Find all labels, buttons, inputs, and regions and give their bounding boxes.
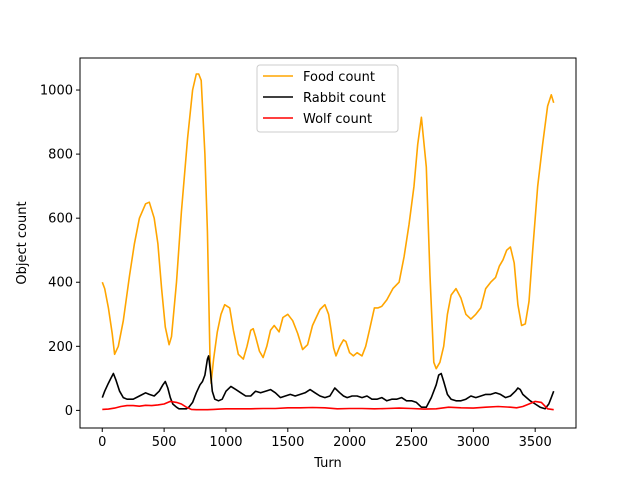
legend-box <box>256 64 399 133</box>
legend-label-rabbit: Rabbit count <box>303 91 386 106</box>
x-tick-label: 1000 <box>209 435 242 450</box>
y-axis-label: Object count <box>15 201 30 284</box>
x-axis-label: Turn <box>313 456 342 471</box>
x-tick-label: 500 <box>152 435 177 450</box>
x-tick-label: 3500 <box>519 435 552 450</box>
y-tick-label: 600 <box>48 212 73 227</box>
x-tick-label: 3000 <box>457 435 490 450</box>
series-line-rabbit-count <box>101 355 555 410</box>
series-line-food-count <box>101 73 555 384</box>
plot-frame <box>79 57 577 429</box>
y-tick-label: 800 <box>48 148 73 163</box>
y-tick-label: 200 <box>48 340 73 355</box>
y-axis-ticks: 0 200 400 600 800 1000 <box>40 84 80 419</box>
x-tick-label: 2500 <box>395 435 428 450</box>
legend: Food count Rabbit count Wolf count <box>256 64 399 133</box>
plot-lines <box>101 73 555 411</box>
y-tick-label: 1000 <box>40 84 73 99</box>
legend-label-wolf: Wolf count <box>303 112 372 127</box>
series-line-wolf-count <box>102 400 554 411</box>
x-axis-ticks: 0 500 1000 1500 2000 2500 3000 3500 <box>98 428 552 450</box>
x-tick-label: 1500 <box>271 435 304 450</box>
x-tick-label: 2000 <box>333 435 366 450</box>
y-tick-label: 400 <box>48 276 73 291</box>
y-tick-label: 0 <box>65 404 73 419</box>
legend-label-food: Food count <box>303 70 375 85</box>
x-tick-label: 0 <box>98 435 106 450</box>
